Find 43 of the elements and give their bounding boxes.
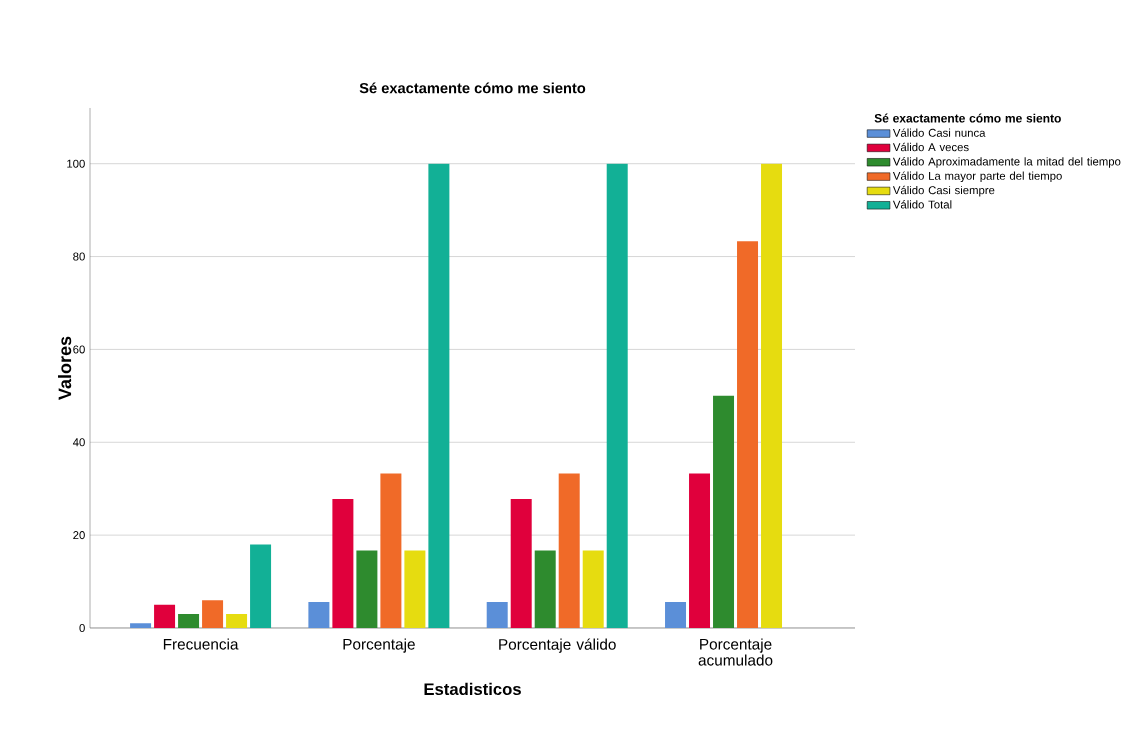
bar (250, 544, 272, 628)
bar (154, 604, 176, 628)
legend-title: Sé exactamente cómo me siento (874, 113, 1061, 123)
y-tick-label: 100 (67, 159, 85, 168)
x-tick-label: Porcentaje acumulado (698, 638, 773, 666)
bar (761, 163, 783, 628)
legend-label: Válido La mayor parte del tiempo (892, 171, 1062, 183)
bar (713, 395, 735, 628)
x-tick-label: Frecuencia (163, 638, 239, 650)
legend-label: Válido Total (892, 200, 952, 209)
legend-label: Válido Casi siempre (892, 185, 995, 197)
x-tick-label: Porcentaje válido (499, 638, 616, 653)
legend-label: Válido A veces (892, 142, 969, 152)
bar (428, 163, 450, 628)
bar (510, 498, 532, 628)
x-axis-title: Estadisticos (424, 682, 521, 696)
bar (130, 623, 152, 628)
bar (404, 550, 426, 628)
bar (332, 498, 354, 628)
bar (665, 601, 687, 628)
bar (356, 550, 378, 628)
bar (582, 550, 604, 628)
y-tick-label: 0 (79, 623, 85, 632)
y-axis-title: Valores (58, 336, 72, 400)
bar (689, 473, 711, 628)
bar (308, 601, 330, 628)
bar (558, 473, 580, 628)
bar (380, 473, 402, 628)
y-tick-label: 40 (72, 438, 85, 447)
x-tick-label: Porcentaje (343, 638, 415, 653)
chart-title: Sé exactamente cómo me siento (359, 82, 586, 94)
y-tick-label: 80 (73, 252, 85, 261)
bar (226, 614, 248, 628)
bar (534, 550, 556, 628)
bar (606, 163, 628, 628)
bar (178, 614, 200, 628)
y-tick-label: 60 (73, 345, 85, 354)
legend-label: Válido Aproximadamente la mitad del tiempo (892, 157, 1121, 168)
bar (202, 600, 224, 628)
legend-label: Válido Casi nunca (892, 128, 986, 137)
bar (486, 601, 508, 628)
y-tick-label: 20 (73, 531, 85, 540)
bar (737, 241, 759, 628)
